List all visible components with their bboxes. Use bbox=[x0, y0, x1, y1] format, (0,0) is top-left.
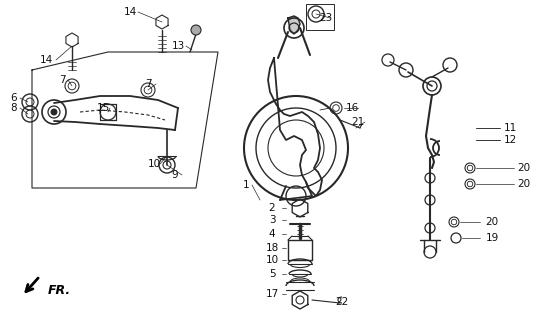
Text: 14: 14 bbox=[123, 7, 137, 17]
Text: 1: 1 bbox=[243, 180, 249, 190]
Text: 4: 4 bbox=[269, 229, 275, 239]
Text: 13: 13 bbox=[171, 41, 184, 51]
Text: 23: 23 bbox=[319, 13, 332, 23]
Circle shape bbox=[51, 109, 57, 115]
Text: 11: 11 bbox=[503, 123, 517, 133]
Text: 2: 2 bbox=[269, 203, 275, 213]
Text: 20: 20 bbox=[485, 217, 498, 227]
Text: 14: 14 bbox=[39, 55, 53, 65]
Text: 12: 12 bbox=[503, 135, 517, 145]
Text: 20: 20 bbox=[517, 179, 530, 189]
Text: 10: 10 bbox=[265, 255, 279, 265]
Text: 15: 15 bbox=[96, 103, 110, 113]
Text: 9: 9 bbox=[172, 170, 178, 180]
Text: 7: 7 bbox=[145, 79, 151, 89]
Text: 17: 17 bbox=[265, 289, 279, 299]
Text: 7: 7 bbox=[59, 75, 65, 85]
Text: 22: 22 bbox=[335, 297, 349, 307]
Text: FR.: FR. bbox=[48, 284, 71, 297]
Text: 21: 21 bbox=[351, 117, 364, 127]
Text: 10: 10 bbox=[147, 159, 160, 169]
Polygon shape bbox=[288, 16, 300, 34]
Text: 8: 8 bbox=[11, 103, 17, 113]
Text: 6: 6 bbox=[11, 93, 17, 103]
Text: 3: 3 bbox=[269, 215, 275, 225]
Text: 19: 19 bbox=[485, 233, 499, 243]
Bar bbox=[306, 4, 334, 30]
Text: 16: 16 bbox=[345, 103, 358, 113]
Circle shape bbox=[191, 25, 201, 35]
Text: 5: 5 bbox=[269, 269, 275, 279]
Text: 18: 18 bbox=[265, 243, 279, 253]
Text: 20: 20 bbox=[517, 163, 530, 173]
